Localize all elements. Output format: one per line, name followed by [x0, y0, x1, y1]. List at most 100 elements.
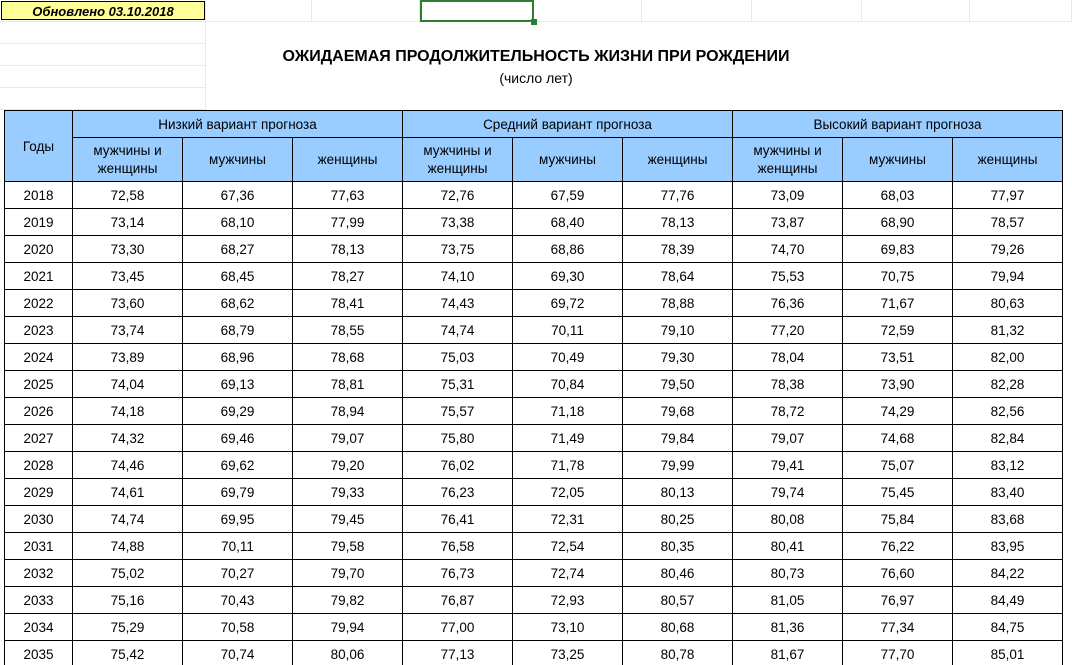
cell-value[interactable]: 78,94 [293, 398, 403, 425]
cell-value[interactable]: 68,96 [183, 344, 293, 371]
cell-value[interactable]: 79,58 [293, 533, 403, 560]
cell-value[interactable]: 82,28 [953, 371, 1063, 398]
cell-year[interactable]: 2019 [5, 209, 73, 236]
cell-value[interactable]: 80,06 [293, 641, 403, 665]
cell-year[interactable]: 2029 [5, 479, 73, 506]
cell-value[interactable]: 79,10 [623, 317, 733, 344]
cell-value[interactable]: 72,74 [513, 560, 623, 587]
cell-value[interactable]: 74,43 [403, 290, 513, 317]
cell-value[interactable]: 77,20 [733, 317, 843, 344]
cell-value[interactable]: 74,74 [403, 317, 513, 344]
cell-value[interactable]: 79,07 [733, 425, 843, 452]
cell-value[interactable]: 79,84 [623, 425, 733, 452]
cell-value[interactable]: 85,01 [953, 641, 1063, 665]
cell-value[interactable]: 80,78 [623, 641, 733, 665]
cell-value[interactable]: 76,41 [403, 506, 513, 533]
cell-value[interactable]: 70,11 [513, 317, 623, 344]
cell-value[interactable]: 69,79 [183, 479, 293, 506]
cell-value[interactable]: 78,81 [293, 371, 403, 398]
cell-year[interactable]: 2034 [5, 614, 73, 641]
cell-value[interactable]: 71,18 [513, 398, 623, 425]
cell-value[interactable]: 71,78 [513, 452, 623, 479]
cell-value[interactable]: 78,13 [293, 236, 403, 263]
cell-value[interactable]: 68,86 [513, 236, 623, 263]
cell-value[interactable]: 82,84 [953, 425, 1063, 452]
cell-value[interactable]: 69,72 [513, 290, 623, 317]
cell-year[interactable]: 2023 [5, 317, 73, 344]
cell-year[interactable]: 2021 [5, 263, 73, 290]
cell-value[interactable]: 74,18 [73, 398, 183, 425]
cell-value[interactable]: 84,49 [953, 587, 1063, 614]
cell-value[interactable]: 72,31 [513, 506, 623, 533]
cell-value[interactable]: 76,73 [403, 560, 513, 587]
cell-value[interactable]: 77,63 [293, 182, 403, 209]
cell-value[interactable]: 70,58 [183, 614, 293, 641]
cell-value[interactable]: 70,75 [843, 263, 953, 290]
cell-value[interactable]: 73,90 [843, 371, 953, 398]
cell-value[interactable]: 73,74 [73, 317, 183, 344]
selected-cell[interactable] [420, 0, 534, 22]
cell-value[interactable]: 68,03 [843, 182, 953, 209]
cell-value[interactable]: 72,76 [403, 182, 513, 209]
cell-value[interactable]: 77,76 [623, 182, 733, 209]
cell-value[interactable]: 83,12 [953, 452, 1063, 479]
cell-value[interactable]: 76,60 [843, 560, 953, 587]
cell-value[interactable]: 72,54 [513, 533, 623, 560]
cell-value[interactable]: 75,07 [843, 452, 953, 479]
cell-value[interactable]: 69,83 [843, 236, 953, 263]
cell-year[interactable]: 2032 [5, 560, 73, 587]
cell-value[interactable]: 84,22 [953, 560, 1063, 587]
cell-value[interactable]: 73,89 [73, 344, 183, 371]
cell-value[interactable]: 78,57 [953, 209, 1063, 236]
cell-value[interactable]: 68,62 [183, 290, 293, 317]
cell-value[interactable]: 79,94 [293, 614, 403, 641]
selection-fill-handle[interactable] [531, 19, 537, 25]
cell-value[interactable]: 74,10 [403, 263, 513, 290]
cell-value[interactable]: 73,87 [733, 209, 843, 236]
cell-value[interactable]: 77,34 [843, 614, 953, 641]
cell-year[interactable]: 2031 [5, 533, 73, 560]
cell-value[interactable]: 80,41 [733, 533, 843, 560]
cell-value[interactable]: 70,84 [513, 371, 623, 398]
cell-value[interactable]: 75,53 [733, 263, 843, 290]
cell-value[interactable]: 76,02 [403, 452, 513, 479]
cell-value[interactable]: 78,41 [293, 290, 403, 317]
cell-value[interactable]: 68,27 [183, 236, 293, 263]
cell-value[interactable]: 67,59 [513, 182, 623, 209]
cell-value[interactable]: 78,88 [623, 290, 733, 317]
cell-value[interactable]: 72,93 [513, 587, 623, 614]
cell-value[interactable]: 78,13 [623, 209, 733, 236]
cell-value[interactable]: 68,79 [183, 317, 293, 344]
cell-year[interactable]: 2035 [5, 641, 73, 665]
cell-value[interactable]: 73,60 [73, 290, 183, 317]
cell-value[interactable]: 78,72 [733, 398, 843, 425]
cell-year[interactable]: 2028 [5, 452, 73, 479]
cell-value[interactable]: 75,02 [73, 560, 183, 587]
cell-value[interactable]: 74,74 [73, 506, 183, 533]
cell-value[interactable]: 75,84 [843, 506, 953, 533]
cell-value[interactable]: 74,88 [73, 533, 183, 560]
cell-value[interactable]: 68,40 [513, 209, 623, 236]
cell-value[interactable]: 80,35 [623, 533, 733, 560]
cell-value[interactable]: 79,82 [293, 587, 403, 614]
cell-value[interactable]: 71,49 [513, 425, 623, 452]
cell-value[interactable]: 80,68 [623, 614, 733, 641]
cell-value[interactable]: 79,70 [293, 560, 403, 587]
cell-value[interactable]: 79,20 [293, 452, 403, 479]
cell-value[interactable]: 75,57 [403, 398, 513, 425]
cell-value[interactable]: 79,07 [293, 425, 403, 452]
cell-value[interactable]: 77,00 [403, 614, 513, 641]
cell-year[interactable]: 2024 [5, 344, 73, 371]
cell-value[interactable]: 79,68 [623, 398, 733, 425]
cell-value[interactable]: 76,22 [843, 533, 953, 560]
cell-value[interactable]: 73,45 [73, 263, 183, 290]
cell-value[interactable]: 74,46 [73, 452, 183, 479]
cell-value[interactable]: 83,68 [953, 506, 1063, 533]
cell-value[interactable]: 80,46 [623, 560, 733, 587]
cell-value[interactable]: 76,58 [403, 533, 513, 560]
cell-year[interactable]: 2018 [5, 182, 73, 209]
cell-value[interactable]: 76,87 [403, 587, 513, 614]
cell-value[interactable]: 77,99 [293, 209, 403, 236]
cell-value[interactable]: 71,67 [843, 290, 953, 317]
cell-value[interactable]: 69,62 [183, 452, 293, 479]
